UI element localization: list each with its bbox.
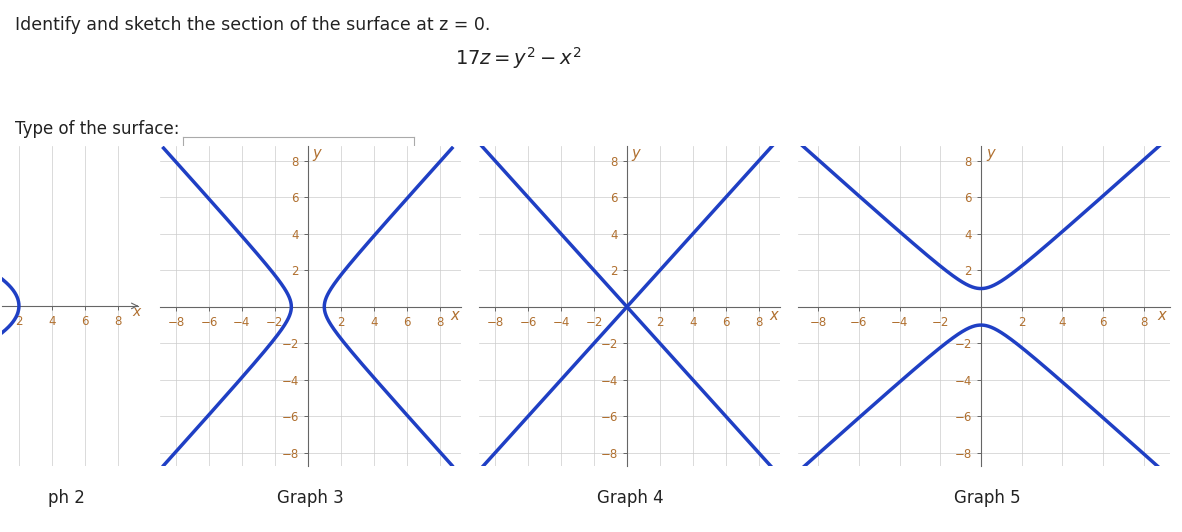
Text: x: x: [1157, 307, 1165, 322]
Text: ph 2: ph 2: [47, 489, 85, 507]
Text: x: x: [450, 307, 459, 322]
Text: x: x: [132, 305, 141, 319]
Text: y: y: [312, 146, 320, 161]
Text: $17z = y^2 - x^2$: $17z = y^2 - x^2$: [455, 45, 582, 71]
Text: y: y: [631, 146, 639, 161]
Text: ∨: ∨: [388, 147, 397, 162]
Text: y: y: [986, 146, 995, 161]
Text: x: x: [769, 307, 778, 322]
Text: Type of the surface:: Type of the surface:: [15, 120, 180, 138]
Text: Identify and sketch the section of the surface at z = 0.: Identify and sketch the section of the s…: [15, 16, 491, 34]
Text: Graph 5: Graph 5: [954, 489, 1020, 507]
Text: Graph 3: Graph 3: [278, 489, 344, 507]
Text: Graph 4: Graph 4: [597, 489, 663, 507]
